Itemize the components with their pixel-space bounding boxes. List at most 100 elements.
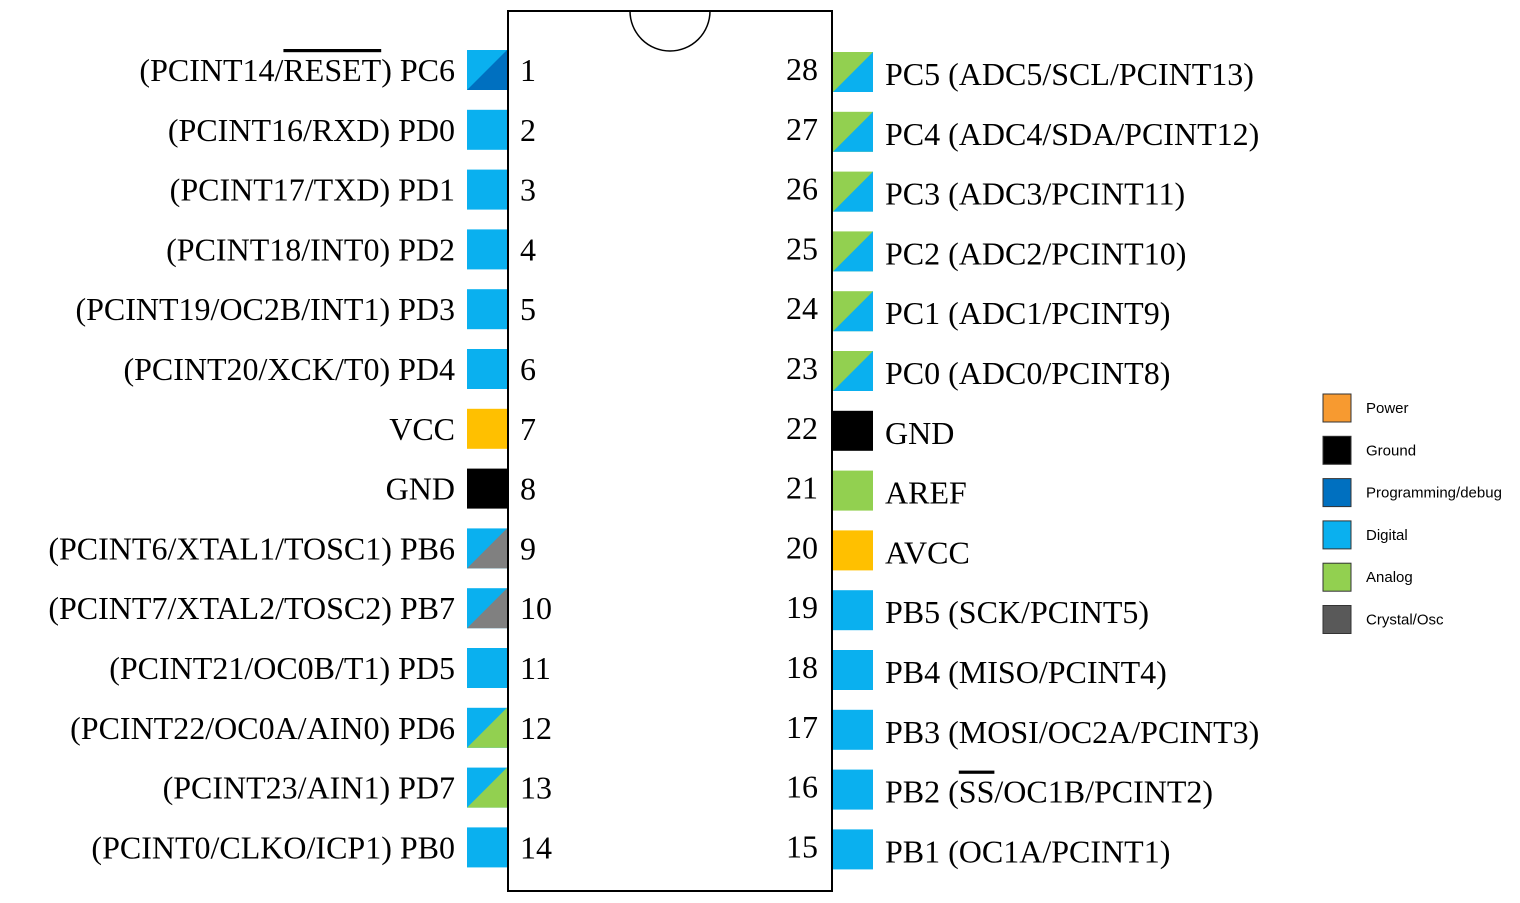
pin-number: 12	[520, 710, 552, 746]
pin-square	[833, 470, 873, 511]
pin-square-half	[467, 707, 507, 748]
pin-number: 21	[786, 470, 818, 506]
pin-square-half	[833, 52, 873, 92]
pin-square	[833, 410, 873, 451]
label-part: ) PC6	[381, 52, 455, 88]
pin-label: PC2 (ADC2/PCINT10)	[885, 235, 1186, 271]
pin-label: VCC	[389, 411, 455, 447]
pin-label: AREF	[885, 475, 967, 511]
pin-square	[833, 709, 873, 750]
legend-swatch	[1322, 520, 1352, 550]
legend-label: Digital	[1366, 527, 1408, 544]
pin-number: 22	[786, 410, 818, 446]
pin-square	[467, 349, 507, 389]
pin-label: (PCINT20/XCK/T0) PD4	[123, 351, 455, 387]
pin-number: 27	[786, 111, 818, 147]
pin-label: PC4 (ADC4/SDA/PCINT12)	[885, 116, 1259, 152]
legend-label: Power	[1366, 400, 1409, 417]
pin-number: 7	[520, 411, 536, 447]
pin-label: (PCINT7/XTAL2/TOSC2) PB7	[48, 590, 455, 626]
pin-square	[833, 829, 873, 870]
pin-label: PC3 (ADC3/PCINT11)	[885, 176, 1185, 212]
pin-square-half	[833, 171, 873, 212]
pin-label: AVCC	[885, 534, 970, 570]
pin-number: 11	[520, 650, 551, 686]
pin-number: 23	[786, 350, 818, 386]
pin-square	[833, 650, 873, 690]
pin-label: (PCINT19/OC2B/INT1) PD3	[75, 291, 455, 327]
pin-square	[833, 769, 873, 810]
pin-number: 8	[520, 471, 536, 507]
legend-label: Ground	[1366, 442, 1416, 459]
pin-label: PC0 (ADC0/PCINT8)	[885, 355, 1170, 391]
pin-square	[467, 289, 507, 330]
chip-notch	[629, 10, 711, 52]
pin-number: 10	[520, 590, 552, 626]
pin-square-half	[833, 351, 873, 391]
pin-square	[467, 109, 507, 150]
pin-number: 24	[786, 290, 818, 326]
chip-body	[507, 10, 833, 892]
pin-number: 25	[786, 230, 818, 266]
pin-label: (PCINT23/AIN1) PD7	[163, 770, 455, 806]
label-part: SS	[959, 774, 995, 810]
pin-label: GND	[885, 415, 954, 451]
pin-label: PC1 (ADC1/PCINT9)	[885, 295, 1170, 331]
pin-number: 3	[520, 172, 536, 208]
pin-label: (PCINT16/RXD) PD0	[168, 112, 455, 148]
pin-square	[467, 408, 507, 449]
pin-square	[833, 590, 873, 631]
pin-label: PB2 (SS/OC1B/PCINT2)	[885, 774, 1213, 810]
pin-square	[467, 648, 507, 688]
legend-swatch	[1322, 393, 1352, 423]
legend-swatch	[1322, 605, 1352, 634]
pin-label: (PCINT0/CLKO/ICP1) PB0	[91, 829, 455, 865]
legend-swatch	[1322, 562, 1352, 592]
pin-square-half	[467, 767, 507, 808]
pin-number: 9	[520, 530, 536, 566]
label-part: /OC1B/PCINT2)	[994, 774, 1213, 810]
label-part: PB2 (	[885, 774, 959, 810]
pin-number: 19	[786, 589, 818, 625]
pin-square-half	[467, 588, 507, 629]
pin-number: 1	[520, 52, 536, 88]
pin-square-half	[467, 528, 507, 569]
pin-square-half	[833, 231, 873, 272]
pin-label: PB5 (SCK/PCINT5)	[885, 594, 1149, 630]
pin-label: GND	[386, 471, 455, 507]
pin-label: (PCINT21/OC0B/T1) PD5	[109, 650, 455, 686]
pin-label: (PCINT14/RESET) PC6	[139, 52, 455, 88]
label-part: RESET	[283, 52, 381, 88]
pin-label: (PCINT22/OC0A/AIN0) PD6	[70, 710, 455, 746]
pin-number: 5	[520, 291, 536, 327]
pin-number: 14	[520, 829, 552, 865]
pin-number: 15	[786, 828, 818, 864]
pin-number: 2	[520, 112, 536, 148]
pin-number: 16	[786, 769, 818, 805]
legend-label: Crystal/Osc	[1366, 612, 1444, 629]
legend-swatch	[1322, 478, 1352, 508]
pin-label: (PCINT18/INT0) PD2	[166, 231, 455, 267]
pin-number: 20	[786, 529, 818, 565]
pin-label: (PCINT6/XTAL1/TOSC1) PB6	[48, 530, 455, 566]
pin-label: PC5 (ADC5/SCL/PCINT13)	[885, 56, 1254, 92]
pin-square	[833, 530, 873, 571]
pin-square	[467, 827, 507, 868]
pin-label: PB1 (OC1A/PCINT1)	[885, 833, 1170, 869]
pin-number: 17	[786, 709, 818, 745]
pin-label: PB4 (MISO/PCINT4)	[885, 654, 1167, 690]
pin-square	[467, 169, 507, 210]
pin-square-half	[833, 291, 873, 332]
legend-label: Programming/debug	[1366, 485, 1502, 502]
pin-square	[467, 229, 507, 270]
pin-square-half	[833, 111, 873, 152]
pin-square	[467, 468, 507, 509]
pin-number: 13	[520, 770, 552, 806]
label-part: (PCINT14/	[139, 52, 283, 88]
pin-label: PB3 (MOSI/OC2A/PCINT3)	[885, 714, 1259, 750]
pin-number: 4	[520, 231, 536, 267]
pin-number: 6	[520, 351, 536, 387]
pin-number: 18	[786, 649, 818, 685]
pin-number: 28	[786, 51, 818, 87]
